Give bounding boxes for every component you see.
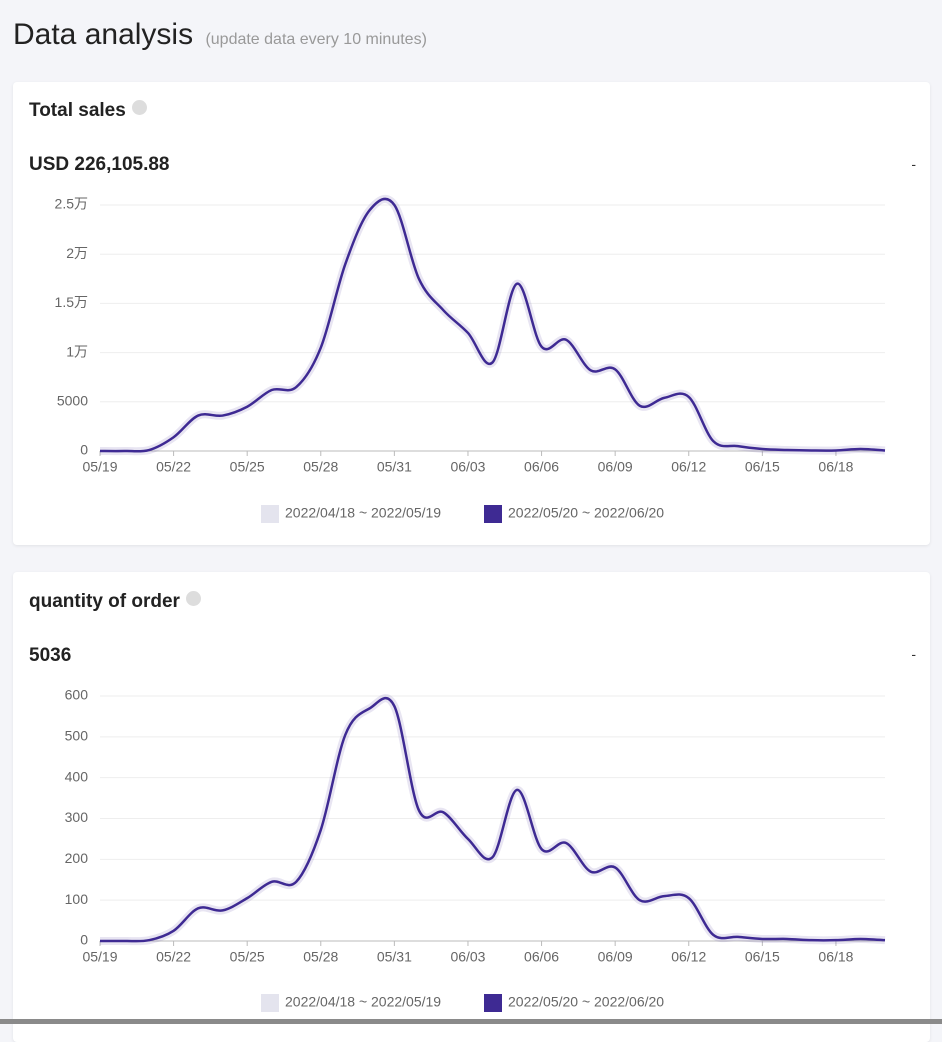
- y-tick-label: 1万: [66, 343, 88, 359]
- series-line: [99, 197, 886, 453]
- card-title: quantity of order: [29, 591, 201, 613]
- legend-swatch[interactable]: [484, 994, 502, 1012]
- x-tick-label: 06/18: [818, 459, 853, 475]
- x-tick-label: 06/09: [598, 459, 633, 475]
- x-tick-label: 05/31: [377, 459, 412, 475]
- card-total: USD 226,105.88: [29, 154, 170, 175]
- legend-swatch[interactable]: [261, 505, 279, 523]
- line-shadow: [99, 694, 886, 946]
- x-tick-label: 06/06: [524, 459, 559, 475]
- y-tick-label: 600: [65, 687, 89, 703]
- subtitle: (update data every 10 minutes): [205, 31, 427, 48]
- bottom-bar: [0, 1019, 942, 1024]
- x-tick-label: 06/06: [524, 949, 559, 965]
- legend-label[interactable]: 2022/05/20 ~ 2022/06/20: [508, 505, 664, 521]
- y-tick-label: 100: [65, 891, 89, 907]
- x-tick-label: 06/09: [598, 949, 633, 965]
- x-tick-label: 05/28: [303, 459, 338, 475]
- legend-label[interactable]: 2022/04/18 ~ 2022/05/19: [285, 994, 441, 1010]
- card: Total sales USD 226,105.88 -: [13, 82, 930, 545]
- y-tick-label: 300: [65, 809, 89, 825]
- x-tick-label: 05/19: [82, 459, 117, 475]
- title-text: Data analysis: [13, 18, 194, 51]
- y-tick-label: 1.5万: [55, 294, 88, 310]
- x-tick-label: 05/22: [156, 949, 191, 965]
- y-tick-label: 500: [65, 728, 89, 744]
- card-change: -: [911, 646, 916, 662]
- y-tick-label: 2万: [66, 245, 88, 261]
- x-tick-label: 05/28: [303, 949, 338, 965]
- legend-swatch[interactable]: [261, 994, 279, 1012]
- info-icon[interactable]: [185, 591, 201, 606]
- y-tick-label: 0: [80, 442, 88, 458]
- legend-label[interactable]: 2022/04/18 ~ 2022/05/19: [285, 505, 441, 521]
- x-tick-label: 05/19: [82, 949, 117, 965]
- series-line: [99, 696, 886, 943]
- line-shadow: [99, 194, 886, 456]
- y-tick-label: 2.5万: [55, 196, 88, 212]
- card-title: Total sales: [29, 100, 147, 122]
- x-tick-label: 06/03: [450, 949, 485, 965]
- page-title: Data analysis (update data every 10 minu…: [13, 18, 427, 52]
- x-tick-label: 06/15: [745, 459, 780, 475]
- legend-swatch[interactable]: [484, 505, 502, 523]
- card-title-text: Total sales: [29, 100, 126, 121]
- x-tick-label: 05/25: [230, 949, 265, 965]
- y-tick-label: 0: [80, 932, 88, 948]
- x-tick-label: 06/15: [745, 949, 780, 965]
- card-title-text: quantity of order: [29, 591, 180, 612]
- card: quantity of order 5036 -: [13, 572, 930, 1042]
- card-change: -: [911, 156, 916, 172]
- y-tick-label: 5000: [57, 393, 88, 409]
- x-tick-label: 05/25: [230, 459, 265, 475]
- legend-label[interactable]: 2022/05/20 ~ 2022/06/20: [508, 994, 664, 1010]
- y-tick-label: 400: [65, 768, 89, 784]
- x-tick-label: 06/12: [671, 459, 706, 475]
- x-tick-label: 06/18: [818, 949, 853, 965]
- x-tick-label: 06/03: [450, 459, 485, 475]
- y-tick-label: 200: [65, 850, 89, 866]
- x-tick-label: 05/22: [156, 459, 191, 475]
- card-total: 5036: [29, 645, 72, 666]
- x-tick-label: 05/31: [377, 949, 412, 965]
- x-tick-label: 06/12: [671, 949, 706, 965]
- info-icon[interactable]: [131, 100, 147, 115]
